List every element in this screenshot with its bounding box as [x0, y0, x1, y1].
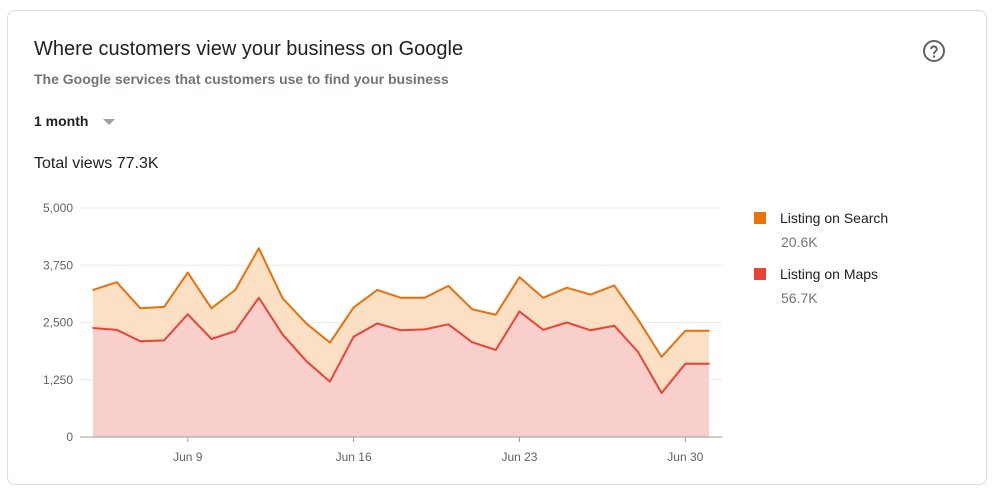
point-maps [281, 333, 284, 336]
point-maps [115, 329, 118, 331]
point-maps [352, 335, 355, 338]
point-search [589, 293, 592, 296]
point-search [376, 289, 379, 291]
point-search [684, 329, 687, 332]
point-search [352, 306, 355, 309]
legend-value-search: 20.6K [781, 234, 818, 250]
point-search [566, 286, 568, 289]
point-maps [210, 338, 213, 340]
point-search [637, 318, 639, 321]
point-search [542, 296, 544, 299]
point-search [494, 313, 497, 316]
point-search [660, 356, 663, 358]
point-maps [566, 321, 568, 324]
point-search [471, 308, 473, 311]
point-search [234, 289, 236, 291]
x-tick-label: Jun 23 [501, 450, 537, 464]
legend-label-search: Listing on Search [780, 210, 889, 226]
total-views-label: Total views [34, 155, 113, 172]
point-search [163, 306, 165, 308]
point-search [305, 322, 308, 325]
point-maps [471, 341, 473, 343]
card-title: Where customers view your business on Go… [34, 38, 464, 60]
legend-swatch-search [754, 212, 766, 224]
area-search [93, 248, 709, 394]
point-maps [518, 310, 521, 313]
point-search [400, 296, 402, 299]
legend-swatch-maps [754, 268, 766, 280]
legend-label-maps: Listing on Maps [780, 266, 879, 282]
point-maps [234, 330, 236, 333]
legend-item-maps: Listing on Maps 56.7K [754, 266, 878, 306]
point-search [423, 296, 426, 299]
point-maps [542, 329, 544, 331]
point-search [708, 329, 710, 332]
point-maps [660, 392, 663, 394]
point-maps [139, 340, 142, 343]
point-search [139, 307, 142, 310]
help-circle-icon[interactable] [922, 39, 946, 63]
point-maps [684, 362, 687, 365]
point-maps [400, 329, 402, 332]
point-search [186, 271, 189, 274]
y-tick-label: 1,250 [43, 373, 73, 387]
point-maps [163, 339, 165, 342]
x-tick-label: Jun 16 [336, 450, 372, 464]
point-maps [447, 323, 450, 326]
point-search [258, 247, 260, 250]
y-tick-label: 5,000 [43, 201, 73, 215]
x-tick-label: Jun 30 [667, 450, 703, 464]
point-maps [423, 328, 426, 331]
legend-value-maps: 56.7K [781, 290, 818, 306]
point-maps [613, 324, 616, 327]
period-dropdown-label: 1 month [34, 113, 89, 129]
legend-item-search: Listing on Search 20.6K [754, 210, 888, 250]
point-maps [92, 327, 94, 329]
chevron-down-icon [103, 118, 116, 125]
point-search [92, 289, 94, 291]
x-tick-label: Jun 9 [173, 450, 203, 464]
total-views: Total views 77.3K [34, 155, 159, 173]
y-tick-label: 0 [66, 430, 73, 444]
point-maps [305, 360, 308, 362]
point-search [281, 297, 284, 300]
point-maps [708, 362, 710, 365]
point-maps [186, 313, 189, 316]
y-tick-label: 3,750 [43, 258, 73, 272]
point-maps [589, 329, 592, 332]
total-views-value: 77.3K [116, 155, 159, 172]
period-dropdown[interactable]: 1 month [34, 113, 116, 129]
y-tick-label: 2,500 [43, 316, 73, 330]
point-maps [376, 322, 379, 325]
point-maps [494, 349, 497, 351]
point-maps [329, 380, 331, 383]
point-search [518, 276, 521, 278]
point-maps [637, 351, 639, 353]
card-subtitle: The Google services that customers use t… [34, 71, 449, 87]
point-search [447, 285, 450, 287]
point-search [613, 284, 616, 287]
area-maps [93, 297, 709, 437]
point-search [210, 307, 213, 310]
point-maps [258, 296, 260, 299]
point-search [115, 281, 118, 283]
point-search [329, 341, 331, 344]
